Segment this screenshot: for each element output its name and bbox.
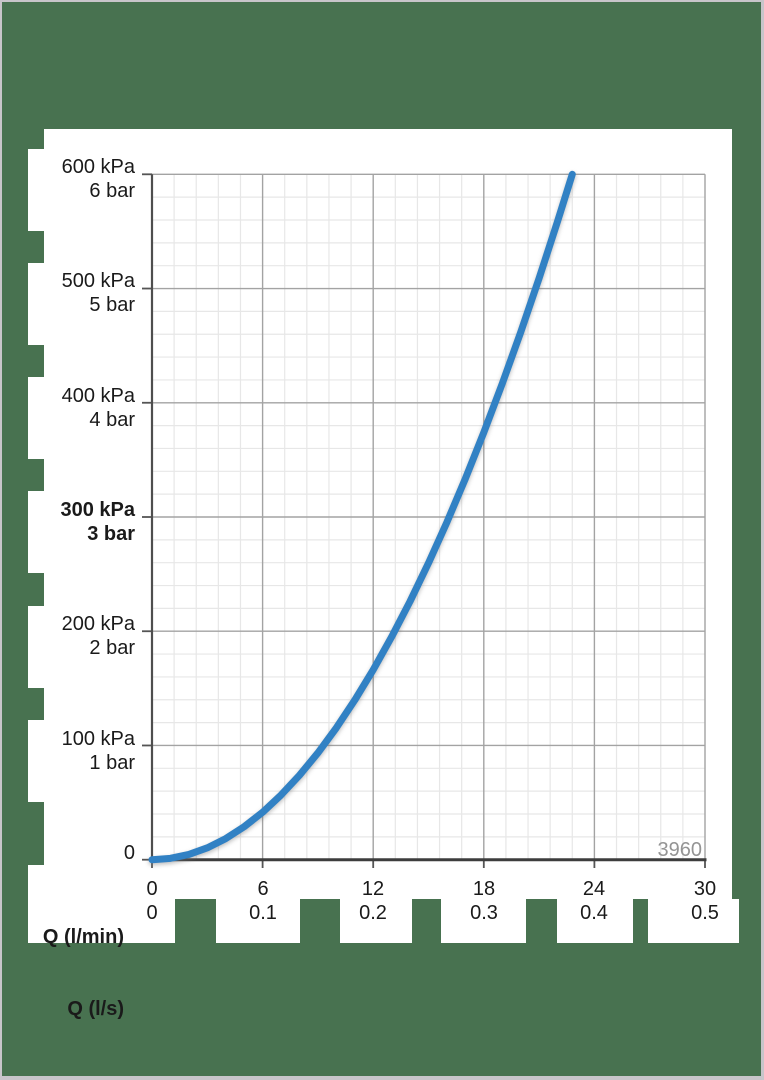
label-tab-y-100 [28, 720, 44, 802]
y-label-kpa: 100 kPa [61, 728, 135, 750]
label-tab-x-12 [340, 899, 412, 943]
x-axis-header-lmin: Q (l/min) [42, 926, 124, 948]
label-tab-x-headers [28, 865, 175, 943]
y-label-kpa: 300 kPa [60, 499, 135, 521]
y-label-bar: 1 bar [89, 752, 135, 774]
model-number-annotation: 3960 [657, 839, 703, 861]
y-axis-label-zero: 0 [123, 842, 135, 864]
y-axis-label-200kpa: 200 kPa 2 bar [32, 612, 135, 660]
label-tab-x-18 [441, 899, 526, 943]
chart-panel [44, 129, 732, 899]
x-tick-lmin: 24 [582, 878, 606, 900]
x-tick-lmin: 18 [472, 878, 496, 900]
x-tick-30: 30 0.5 [670, 877, 740, 925]
y-label-bar: 3 bar [87, 523, 135, 545]
label-tab-y-300 [28, 491, 44, 573]
y-label-kpa: 600 kPa [61, 156, 135, 178]
x-tick-18: 18 0.3 [449, 877, 519, 925]
y-label-kpa: 500 kPa [61, 270, 135, 292]
x-tick-ls: 0.5 [691, 902, 719, 924]
x-tick-ls: 0.2 [359, 902, 387, 924]
label-tab-x-24 [557, 899, 633, 943]
y-label-bar: 2 bar [89, 637, 135, 659]
y-label-kpa: 200 kPa [61, 613, 135, 635]
y-axis-label-500kpa: 500 kPa 5 bar [32, 269, 135, 317]
label-tab-x-6 [216, 899, 300, 943]
x-tick-lmin: 6 [257, 878, 269, 900]
x-axis-headers: Q (l/min) Q (l/s) [24, 877, 124, 1069]
label-tab-y-500 [28, 263, 44, 345]
label-tab-x-30 [648, 899, 739, 943]
y-axis-label-400kpa: 400 kPa 4 bar [32, 384, 135, 432]
label-tab-y-600 [28, 149, 44, 231]
y-axis-label-300kpa-emphasized: 300 kPa 3 bar [32, 498, 135, 546]
x-tick-12: 12 0.2 [338, 877, 408, 925]
y-axis-label-600kpa: 600 kPa 6 bar [32, 155, 135, 203]
x-tick-6: 6 0.1 [228, 877, 298, 925]
x-tick-ls: 0.4 [580, 902, 608, 924]
y-label-kpa: 400 kPa [61, 385, 135, 407]
label-tab-y-400 [28, 377, 44, 459]
x-tick-lmin: 12 [361, 878, 385, 900]
y-label-bar: 5 bar [89, 294, 135, 316]
x-tick-ls: 0 [146, 902, 158, 924]
x-tick-ls: 0.3 [470, 902, 498, 924]
y-label-bar: 4 bar [89, 409, 135, 431]
label-tab-y-200 [28, 606, 44, 688]
x-tick-24: 24 0.4 [559, 877, 629, 925]
y-axis-label-100kpa: 100 kPa 1 bar [32, 727, 135, 775]
y-label-bar: 6 bar [89, 180, 135, 202]
x-tick-ls: 0.1 [249, 902, 277, 924]
x-tick-lmin: 0 [146, 878, 158, 900]
x-tick-lmin: 30 [693, 878, 717, 900]
x-axis-header-ls: Q (l/s) [67, 998, 124, 1020]
